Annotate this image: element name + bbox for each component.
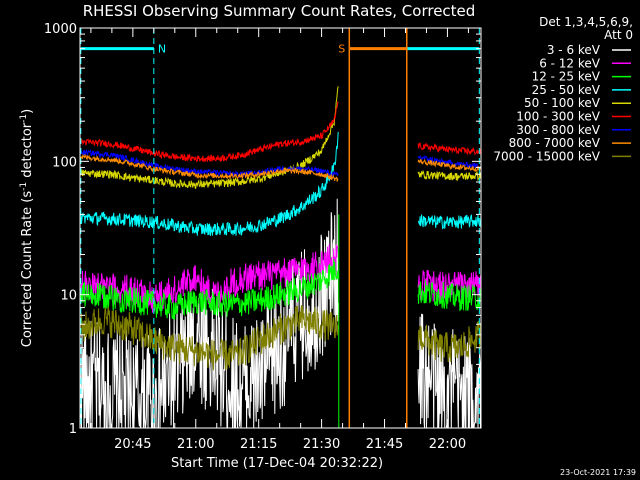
y-axis: 1 10 100 1000 — [44, 22, 481, 437]
y-tick-label: 1000 — [44, 22, 77, 37]
legend-header-2: Att 0 — [604, 28, 633, 42]
x-tick-label: 21:45 — [366, 437, 403, 452]
series-line — [79, 86, 339, 190]
series-line — [417, 169, 482, 182]
y-tick-label: 100 — [52, 155, 77, 170]
legend-label: 7000 - 15000 keV — [493, 149, 600, 163]
series-line — [417, 280, 482, 312]
y-tick-label: 10 — [60, 289, 77, 304]
x-tick-label: 22:00 — [429, 437, 466, 452]
x-axis: 20:45 21:00 21:15 21:30 21:45 22:00 — [90, 28, 469, 452]
x-axis-label: Start Time (17-Dec-04 20:32:22) — [171, 456, 383, 471]
saa-label: S — [338, 43, 345, 56]
x-tick-label: 21:15 — [240, 437, 277, 452]
night-label: N — [158, 43, 166, 56]
x-tick-label: 21:30 — [303, 437, 340, 452]
series-line — [417, 142, 482, 156]
legend-header-1: Det 1,3,4,5,6,9, — [539, 15, 633, 29]
y-axis-label-mid: detector — [20, 122, 35, 182]
legend-label: 800 - 7000 keV — [509, 136, 601, 150]
chart-title: RHESSI Observing Summary Count Rates, Co… — [83, 2, 476, 20]
y-axis-label-sup2: -1 — [19, 114, 29, 123]
legend-label: 12 - 25 keV — [532, 70, 601, 84]
x-tick-label: 21:00 — [177, 437, 214, 452]
y-tick-label: 1 — [69, 422, 77, 437]
legend-label: 50 - 100 keV — [524, 96, 601, 110]
series-line — [79, 305, 339, 371]
series-line — [79, 244, 339, 313]
series-line — [417, 214, 482, 230]
legend-label: 3 - 6 keV — [547, 43, 601, 57]
series-line — [417, 158, 482, 173]
y-axis-label-main: Corrected Count Rate (s — [20, 191, 35, 348]
series-line — [79, 153, 339, 182]
legend-label: 300 - 800 keV — [516, 123, 600, 137]
series-line — [79, 258, 339, 320]
series-line — [417, 320, 482, 363]
y-axis-label-sup1: -1 — [19, 182, 29, 191]
legend-label: 25 - 50 keV — [532, 83, 601, 97]
plot-frame — [79, 27, 482, 429]
x-tick-label: 20:45 — [114, 437, 151, 452]
legend-label: 100 - 300 keV — [516, 110, 600, 124]
series-line — [417, 313, 482, 429]
series-line — [79, 198, 339, 429]
y-axis-label: Corrected Count Rate (s-1 detector-1) — [19, 109, 35, 347]
series-line — [79, 101, 339, 163]
legend-label: 6 - 12 keV — [539, 56, 601, 70]
series-line — [79, 131, 339, 236]
y-axis-label-end: ) — [20, 109, 35, 114]
footer-timestamp: 23-Oct-2021 17:39 — [560, 468, 636, 477]
